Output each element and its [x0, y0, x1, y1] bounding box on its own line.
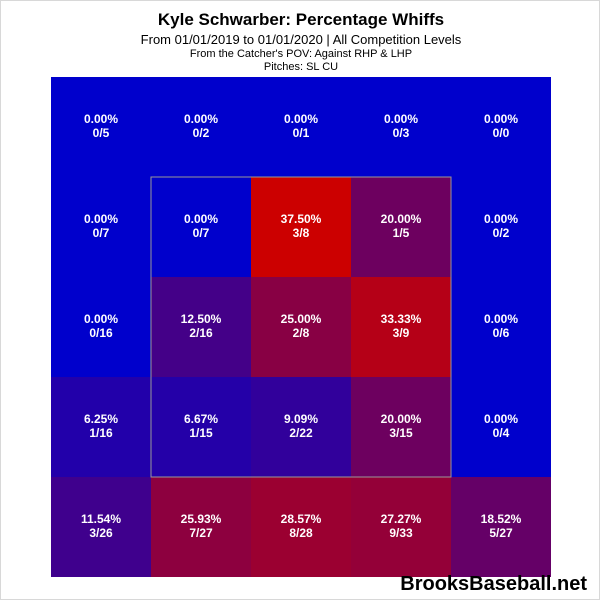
brand-watermark: BrooksBaseball.net — [400, 573, 587, 595]
strike-zone-outline — [150, 176, 452, 478]
cell-count-label: 9/33 — [389, 526, 413, 540]
heatmap-cell-r5-c1 — [51, 477, 151, 577]
cell-percentage-label: 20.00% — [381, 412, 422, 426]
heatmap-cell-r1-c3 — [251, 77, 351, 177]
cell-percentage-label: 25.93% — [181, 512, 222, 526]
cell-count-label: 0/3 — [393, 126, 410, 140]
heatmap-cell-r4-c5 — [451, 377, 551, 477]
heatmap-cell-r3-c2 — [151, 277, 251, 377]
heatmap-cell-r5-c2 — [151, 477, 251, 577]
cell-percentage-label: 9.09% — [284, 412, 318, 426]
cell-count-label: 3/8 — [293, 226, 310, 240]
cell-count-label: 1/15 — [189, 426, 213, 440]
heatmap-cell-r4-c1 — [51, 377, 151, 477]
cell-percentage-label: 0.00% — [184, 212, 218, 226]
cell-count-label: 0/7 — [93, 226, 110, 240]
cell-percentage-label: 0.00% — [184, 112, 218, 126]
heatmap-cell-r1-c2 — [151, 77, 251, 177]
pov-note: From the Catcher's POV: Against RHP & LH… — [189, 48, 413, 60]
cell-percentage-label: 25.00% — [281, 312, 322, 326]
heatmap-cell-r5-c5 — [451, 477, 551, 577]
cell-percentage-label: 20.00% — [381, 212, 422, 226]
heatmap-cell-r2-c4 — [351, 177, 451, 277]
cell-percentage-label: 37.50% — [281, 212, 322, 226]
heatmap-cell-r3-c5 — [451, 277, 551, 377]
heatmap-cell-r5-c3 — [251, 477, 351, 577]
cell-percentage-label: 0.00% — [484, 412, 518, 426]
cell-count-label: 0/1 — [293, 126, 310, 140]
cell-count-label: 5/27 — [489, 526, 513, 540]
heatmap-cell-r2-c1 — [51, 177, 151, 277]
heatmap-cell-r1-c5 — [451, 77, 551, 177]
heatmap-cell-r1-c4 — [351, 77, 451, 177]
heatmap-cell-r1-c1 — [51, 77, 151, 177]
cell-count-label: 2/16 — [189, 326, 213, 340]
heatmap-cell-r2-c5 — [451, 177, 551, 277]
cell-percentage-label: 12.50% — [181, 312, 222, 326]
cell-count-label: 2/8 — [293, 326, 310, 340]
heatmap-cell-r4-c3 — [251, 377, 351, 477]
chart-subtitle: From 01/01/2019 to 01/01/2020 | All Comp… — [140, 32, 462, 47]
cell-count-label: 1/5 — [393, 226, 410, 240]
cell-count-label: 0/2 — [193, 126, 210, 140]
cell-percentage-label: 6.67% — [184, 412, 218, 426]
cell-count-label: 0/7 — [193, 226, 210, 240]
cell-percentage-label: 6.25% — [84, 412, 118, 426]
cell-percentage-label: 0.00% — [84, 312, 118, 326]
cell-count-label: 0/4 — [493, 426, 510, 440]
heatmap-cell-r3-c3 — [251, 277, 351, 377]
cell-percentage-label: 0.00% — [284, 112, 318, 126]
cell-count-label: 3/9 — [393, 326, 410, 340]
cell-percentage-label: 18.52% — [481, 512, 522, 526]
cell-count-label: 1/16 — [89, 426, 113, 440]
cell-count-label: 0/5 — [93, 126, 110, 140]
chart-title: Kyle Schwarber: Percentage Whiffs — [157, 10, 445, 29]
cell-percentage-label: 0.00% — [484, 112, 518, 126]
cell-count-label: 2/22 — [289, 426, 313, 440]
cell-percentage-label: 33.33% — [381, 312, 422, 326]
cell-count-label: 3/15 — [389, 426, 413, 440]
cell-percentage-label: 0.00% — [84, 212, 118, 226]
heatmap-cell-r2-c2 — [151, 177, 251, 277]
cell-percentage-label: 0.00% — [484, 212, 518, 226]
cell-percentage-label: 0.00% — [384, 112, 418, 126]
cell-count-label: 0/2 — [493, 226, 510, 240]
heatmap-cell-r5-c4 — [351, 477, 451, 577]
cell-count-label: 3/26 — [89, 526, 113, 540]
cell-count-label: 8/28 — [289, 526, 313, 540]
cell-percentage-label: 0.00% — [84, 112, 118, 126]
cell-percentage-label: 28.57% — [281, 512, 322, 526]
cell-count-label: 0/16 — [89, 326, 113, 340]
heatmap-cell-r3-c4 — [351, 277, 451, 377]
heatmap-cell-r4-c4 — [351, 377, 451, 477]
cell-count-label: 0/0 — [493, 126, 510, 140]
cell-percentage-label: 11.54% — [81, 512, 121, 526]
heatmap-cell-r3-c1 — [51, 277, 151, 377]
cell-count-label: 0/6 — [493, 326, 510, 340]
cell-count-label: 7/27 — [189, 526, 213, 540]
cell-percentage-label: 27.27% — [381, 512, 422, 526]
pitches-note: Pitches: SL CU — [263, 61, 339, 73]
heatmap-cell-r2-c3 — [251, 177, 351, 277]
cell-percentage-label: 0.00% — [484, 312, 518, 326]
heatmap-cell-r4-c2 — [151, 377, 251, 477]
